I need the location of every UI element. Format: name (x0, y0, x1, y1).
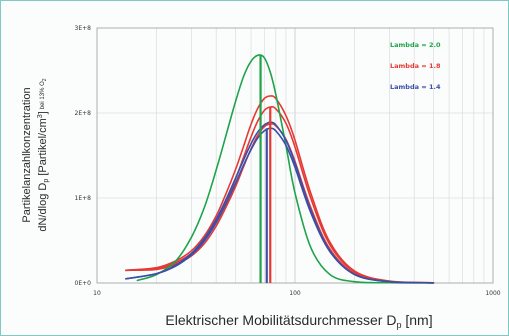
series-line-lambda-1-4 (125, 121, 435, 284)
plot-area (96, 27, 494, 284)
y-axis-label-line2: dN/dlog Dp [Partikel/cm3]bei 13% O2 (37, 78, 50, 231)
y-tick-label: 0E+0 (75, 280, 92, 287)
y-tick-label: 2E+8 (75, 110, 92, 117)
series-line-lambda-2-0 (136, 54, 435, 284)
y-tick-label: 3E+8 (75, 25, 92, 32)
tick-labels: 0E+0 1E+8 2E+8 3E+8 10 100 1000 (75, 25, 501, 297)
y-axis-label-line1: Partikelanzahlkonzentration (21, 87, 33, 222)
series-line-lambda-1-8 (125, 123, 435, 284)
grid-lines (97, 28, 493, 283)
y-axis-label: Partikelanzahlkonzentration dN/dlog Dp [… (21, 78, 50, 231)
x-tick-label: 1000 (485, 290, 500, 297)
mode-markers (259, 55, 272, 283)
x-tick-label: 100 (289, 290, 301, 297)
legend-entry: Lambda = 1.8 (390, 62, 441, 70)
legend-entry: Lambda = 1.4 (390, 83, 441, 91)
legend: Lambda = 2.0 Lambda = 1.8 Lambda = 1.4 (390, 41, 441, 91)
legend-entry: Lambda = 2.0 (390, 41, 441, 49)
series-line-lambda-1-8 (125, 95, 435, 284)
x-axis-label: Elektrischer Mobilitätsdurchmesser Dp [n… (165, 312, 432, 330)
series-line-lambda-1-4 (125, 127, 435, 284)
y-tick-label: 1E+8 (75, 195, 92, 202)
x-tick-label: 10 (93, 290, 101, 297)
series-line-lambda-1-8 (125, 105, 435, 284)
curves-layer (125, 54, 435, 284)
